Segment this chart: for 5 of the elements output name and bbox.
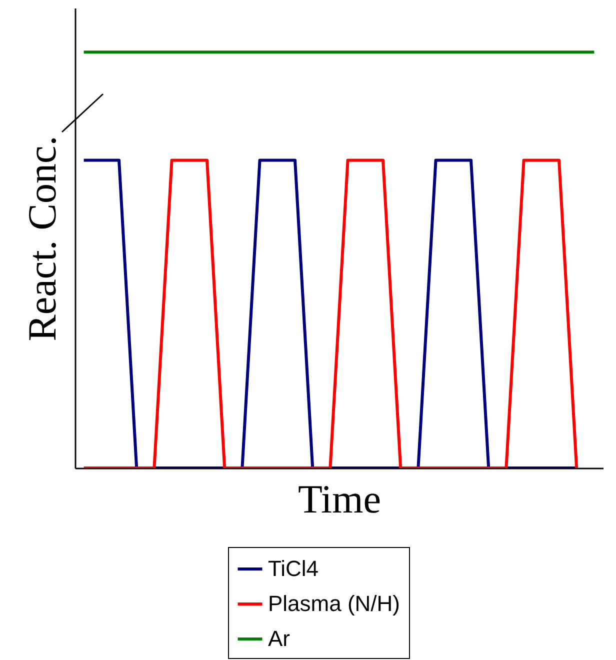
y-axis-title: React. Conc. [20, 136, 64, 342]
legend-label: Ar [268, 626, 290, 651]
legend-label: TiCl4 [268, 556, 319, 581]
legend-label: Plasma (N/H) [268, 591, 400, 616]
x-axis-title: Time [298, 476, 382, 522]
